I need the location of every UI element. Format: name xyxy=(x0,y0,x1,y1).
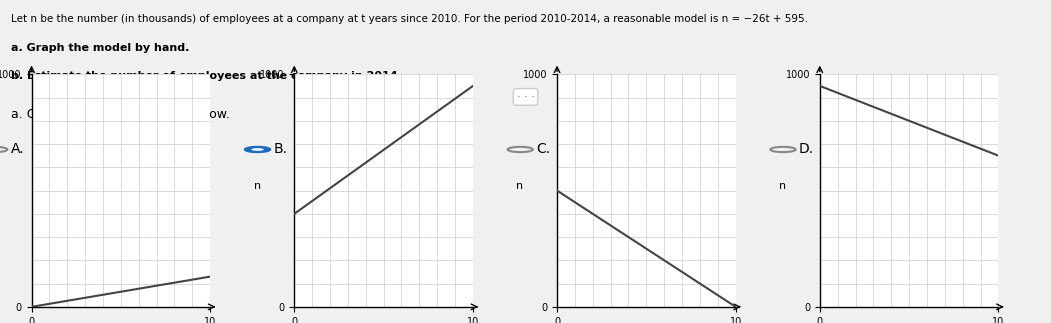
Text: C.: C. xyxy=(536,142,550,156)
Text: B.: B. xyxy=(273,142,287,156)
Text: · · ·: · · · xyxy=(516,92,535,102)
Text: b. Estimate the number of employees at the company in 2014.: b. Estimate the number of employees at t… xyxy=(11,70,401,80)
Y-axis label: n: n xyxy=(253,181,261,191)
Y-axis label: n: n xyxy=(516,181,523,191)
Text: D.: D. xyxy=(799,142,813,156)
Text: Let n be the number (in thousands) of employees at a company at t years since 20: Let n be the number (in thousands) of em… xyxy=(11,14,807,24)
Text: a. Graph the model by hand.: a. Graph the model by hand. xyxy=(11,43,189,53)
Text: A.: A. xyxy=(11,142,24,156)
Circle shape xyxy=(245,147,270,152)
Circle shape xyxy=(251,148,264,151)
Y-axis label: n: n xyxy=(779,181,786,191)
Text: a. Choose the correct graph below.: a. Choose the correct graph below. xyxy=(11,108,229,121)
